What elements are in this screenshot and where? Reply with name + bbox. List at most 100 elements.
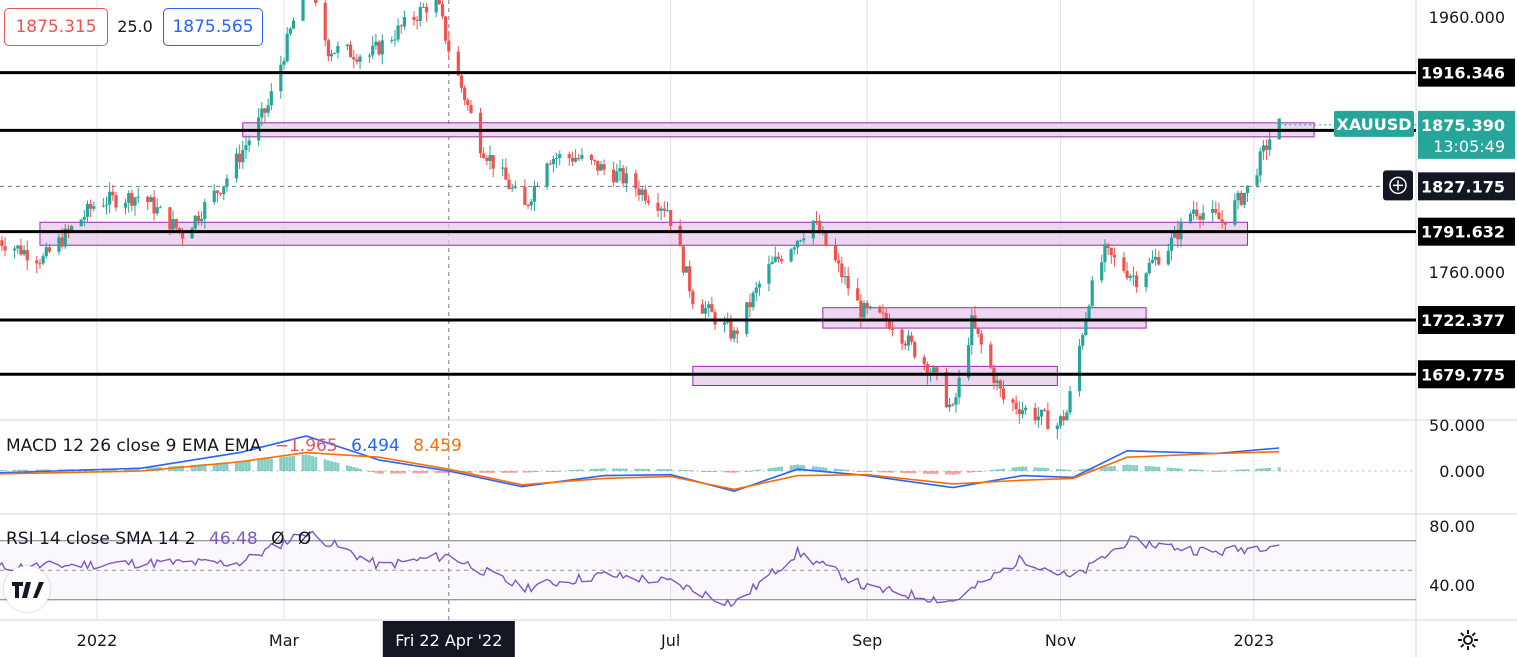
tradingview-logo-icon[interactable] <box>4 566 50 612</box>
macd-histogram-bar <box>1255 468 1259 471</box>
candle-body <box>456 51 460 76</box>
macd-histogram-bar <box>1059 469 1063 471</box>
settings-gear-icon[interactable] <box>1455 627 1481 653</box>
macd-histogram-bar <box>640 468 644 471</box>
macd-histogram-bar <box>19 469 23 471</box>
candle-body <box>219 193 223 195</box>
candle-body <box>326 40 330 57</box>
candle-body <box>811 220 815 239</box>
candle-body <box>957 377 961 398</box>
candle <box>643 185 647 205</box>
candle-body <box>678 225 682 247</box>
macd-histogram-bar <box>751 470 755 472</box>
macd-histogram-bar <box>570 470 574 472</box>
candle-body <box>1036 416 1040 421</box>
macd-histogram-bar <box>1100 467 1104 471</box>
candle-body <box>906 335 910 346</box>
macd-histogram-bar <box>577 469 581 471</box>
candle <box>1195 201 1199 220</box>
candle <box>104 196 109 215</box>
macd-histogram-bar <box>1236 469 1240 471</box>
candle-body <box>688 266 692 292</box>
candle-body <box>795 240 800 248</box>
macd-histogram-bar <box>967 471 971 473</box>
candle <box>1128 273 1132 282</box>
macd-histogram-bar <box>818 466 822 471</box>
macd-histogram-bar <box>1217 470 1221 472</box>
macd-histogram-bar <box>1150 466 1154 471</box>
ask-price-box[interactable]: 1875.565 <box>163 8 263 46</box>
candle <box>802 232 806 244</box>
candle-body <box>1112 254 1117 258</box>
rsi-legend[interactable]: RSI 14 close SMA 14 2 46.48 Ø Ø <box>6 529 311 549</box>
macd-histogram-bar <box>992 469 996 471</box>
macd-histogram-bar <box>1188 469 1192 471</box>
candle-body <box>66 228 71 231</box>
candle-body <box>843 276 847 278</box>
candle <box>41 253 45 266</box>
candle-body <box>1239 192 1243 205</box>
candle <box>507 173 511 190</box>
candle-body <box>1046 410 1050 430</box>
candle <box>111 185 115 201</box>
candle <box>345 43 349 51</box>
candle <box>1087 303 1091 322</box>
candle <box>621 164 625 188</box>
candle-body <box>995 380 999 383</box>
candle-body <box>1109 248 1113 255</box>
candle-body <box>92 206 96 209</box>
candle <box>19 238 23 257</box>
macd-histogram-bar <box>925 471 929 474</box>
candle <box>596 160 600 176</box>
macd-histogram-bar <box>976 471 980 472</box>
candle <box>637 180 641 201</box>
candle-body <box>634 173 638 189</box>
macd-histogram-bar <box>1239 469 1243 471</box>
candle-body <box>792 247 796 250</box>
candle-body <box>722 322 727 325</box>
bid-price-box[interactable]: 1875.315 <box>4 8 108 46</box>
macd-histogram-bar <box>22 469 26 471</box>
candle-body <box>773 256 777 262</box>
candle-body <box>146 196 150 202</box>
candle-body <box>646 200 651 203</box>
candle <box>1033 402 1037 425</box>
candle <box>700 299 704 314</box>
candle-body <box>554 157 559 159</box>
candle <box>773 246 777 264</box>
macd-histogram-bar <box>434 471 438 474</box>
candle <box>710 297 714 313</box>
candle <box>979 330 983 354</box>
macd-legend[interactable]: MACD 12 26 close 9 EMA EMA −1.965 6.494 … <box>6 436 462 456</box>
macd-histogram-bar <box>536 471 540 472</box>
candle <box>659 206 663 221</box>
candle-body <box>707 304 711 309</box>
macd-histogram-bar <box>412 471 416 474</box>
candle <box>133 196 137 216</box>
candle-body <box>279 64 283 92</box>
candle <box>314 0 318 7</box>
candle <box>703 300 708 321</box>
macd-histogram-bar <box>1043 468 1047 471</box>
macd-histogram-bar <box>1017 466 1021 471</box>
candle <box>523 179 527 206</box>
macd-histogram-bar <box>700 471 704 472</box>
candle <box>282 57 286 70</box>
macd-legend-label: MACD 12 26 close 9 EMA EMA <box>6 436 262 456</box>
candle-body <box>881 312 885 314</box>
candle <box>1024 405 1028 415</box>
candle <box>684 266 689 273</box>
candle <box>466 97 470 111</box>
candle <box>425 2 429 22</box>
macd-signal-value: 8.459 <box>413 436 462 456</box>
macd-histogram-bar <box>193 464 197 471</box>
candle <box>846 267 850 296</box>
candle <box>837 252 841 273</box>
macd-histogram-bar <box>1277 467 1281 471</box>
candle <box>843 266 847 285</box>
candle-body <box>415 19 419 21</box>
candle-body <box>776 256 781 259</box>
macd-histogram-bar <box>510 471 514 473</box>
level-price-label-bg <box>1418 360 1515 389</box>
